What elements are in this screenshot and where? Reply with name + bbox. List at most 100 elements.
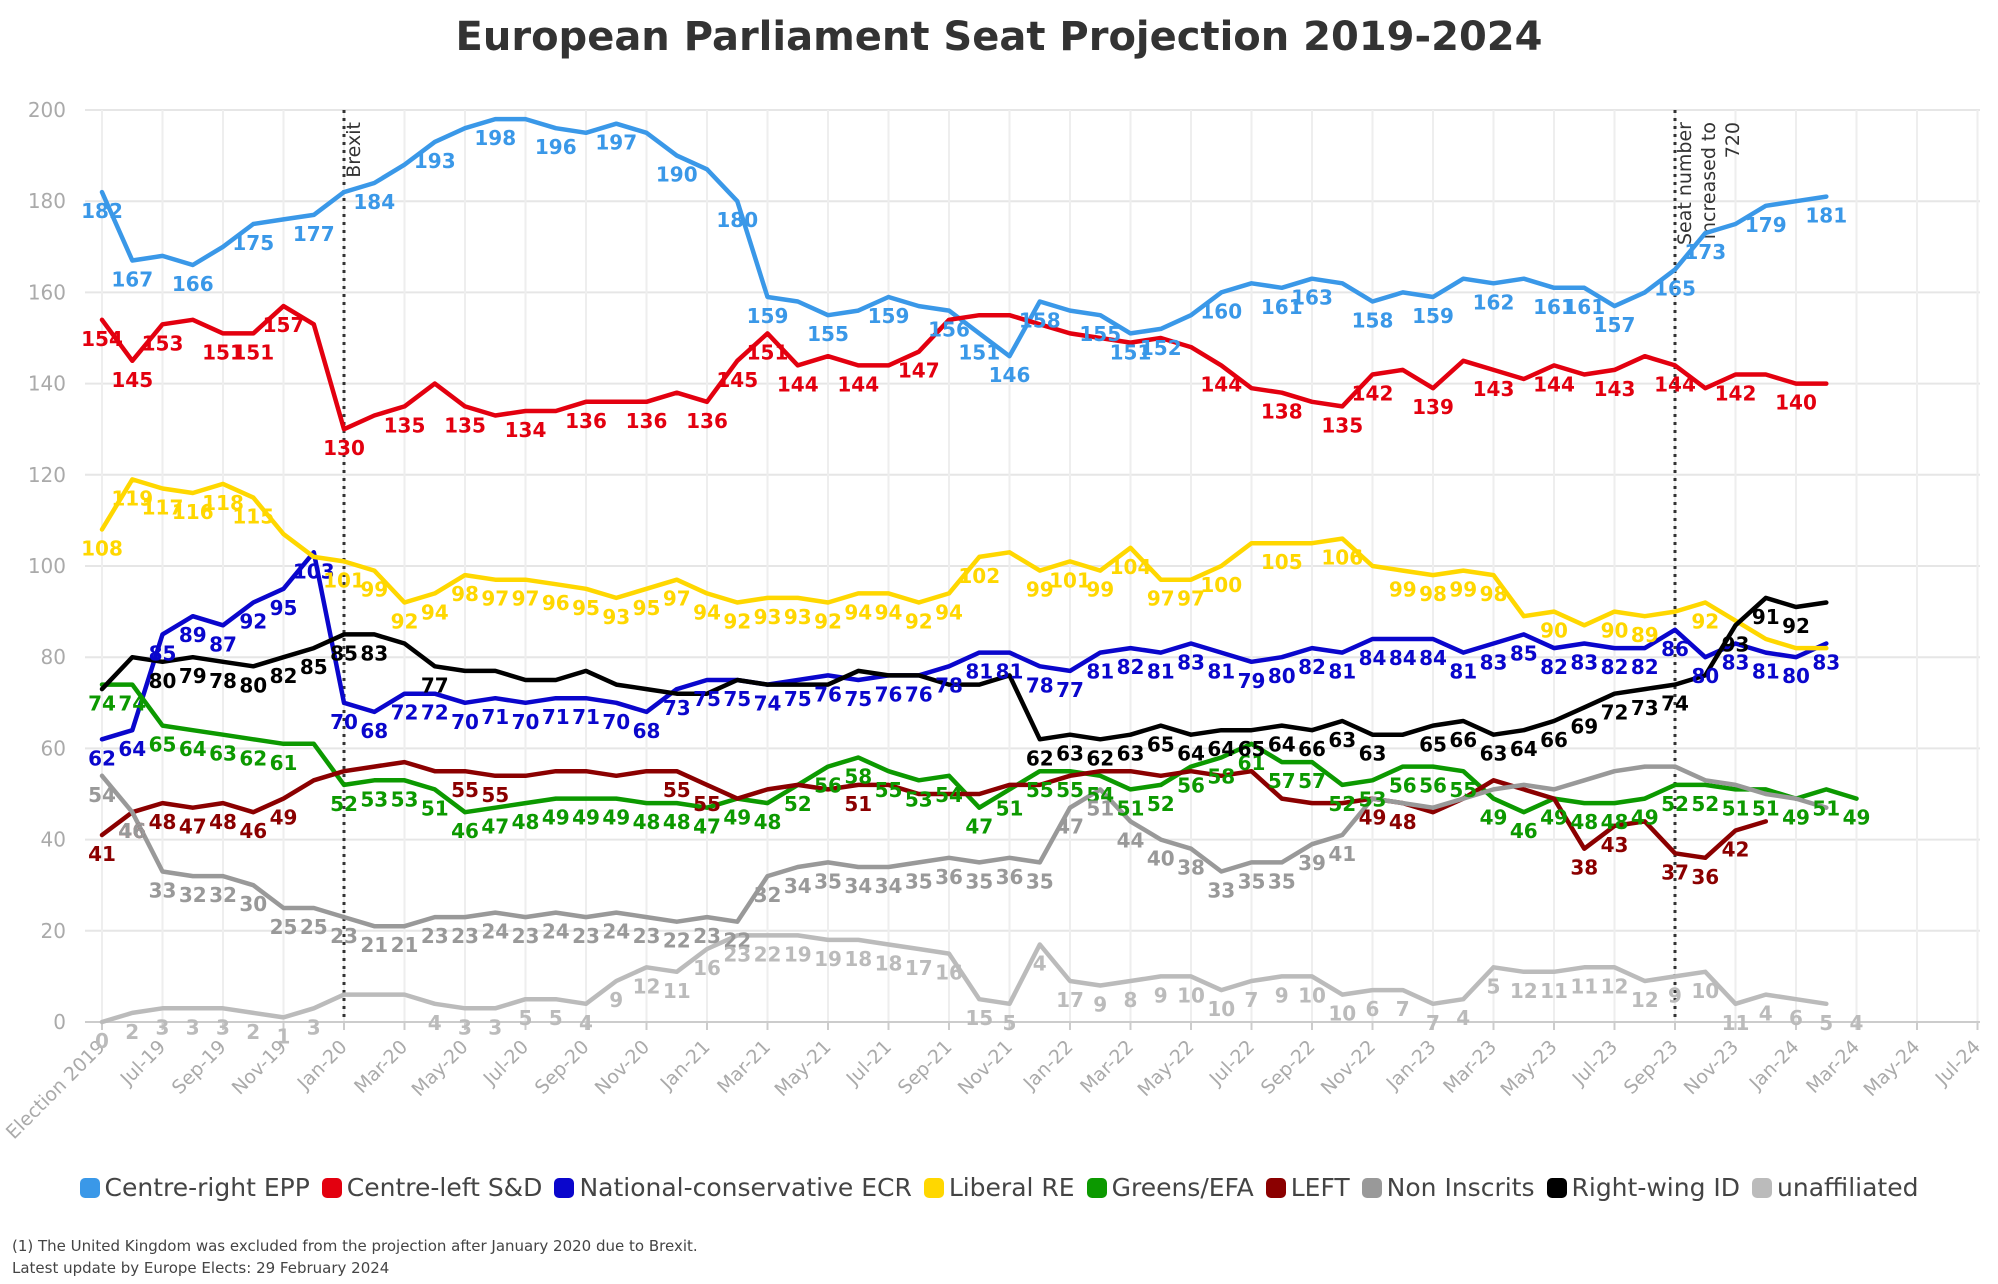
data-label: 32 bbox=[754, 883, 782, 907]
data-label: 139 bbox=[1412, 395, 1454, 419]
data-label: 72 bbox=[421, 701, 449, 725]
data-label: 53 bbox=[391, 787, 419, 811]
data-label: 159 bbox=[747, 304, 789, 328]
data-label: 55 bbox=[1449, 778, 1477, 802]
data-label: 47 bbox=[965, 815, 993, 839]
data-label: 11 bbox=[1540, 979, 1568, 1003]
data-label: 93 bbox=[754, 605, 782, 629]
data-label: 25 bbox=[270, 915, 298, 939]
data-label: 75 bbox=[844, 687, 872, 711]
data-label: 9 bbox=[609, 988, 623, 1012]
x-tick-label: Mar-23 bbox=[1439, 1036, 1501, 1098]
data-label: 49 bbox=[1631, 806, 1659, 830]
series-line-national-conservative-ecr bbox=[99, 550, 1829, 742]
data-label: 82 bbox=[1540, 655, 1568, 679]
legend-label: Non Inscrits bbox=[1386, 1173, 1535, 1202]
data-label: 84 bbox=[1389, 646, 1417, 670]
x-tick-label: Jul-24 bbox=[1931, 1036, 1985, 1090]
data-label: 2 bbox=[246, 1020, 260, 1044]
data-label: 23 bbox=[633, 924, 661, 948]
data-label: 82 bbox=[1631, 655, 1659, 679]
data-label: 71 bbox=[481, 705, 509, 729]
data-label: 80 bbox=[1782, 664, 1810, 688]
data-label: 46 bbox=[118, 819, 146, 843]
data-label: 48 bbox=[663, 810, 691, 834]
data-label: 23 bbox=[572, 924, 600, 948]
data-label: 66 bbox=[1540, 728, 1568, 752]
data-label: 89 bbox=[1631, 623, 1659, 647]
data-label: 73 bbox=[1631, 696, 1659, 720]
data-label: 48 bbox=[512, 810, 540, 834]
footnotes: (1) The United Kingdom was excluded from… bbox=[12, 1235, 698, 1279]
data-label: 173 bbox=[1684, 240, 1726, 264]
data-label: 145 bbox=[716, 368, 758, 392]
legend-label: unaffiliated bbox=[1777, 1173, 1919, 1202]
data-label: 96 bbox=[542, 591, 570, 615]
legend: Centre-right EPP Centre-left S&D National-… bbox=[0, 1173, 1998, 1202]
data-label: 40 bbox=[1147, 847, 1175, 871]
data-label: 51 bbox=[844, 792, 872, 816]
legend-swatch bbox=[1086, 1178, 1107, 1198]
data-label: 5 bbox=[519, 1006, 533, 1030]
data-label: 52 bbox=[330, 792, 358, 816]
legend-item: Non Inscrits bbox=[1361, 1173, 1535, 1202]
legend-label: Right-wing ID bbox=[1571, 1173, 1741, 1202]
data-label: 80 bbox=[149, 669, 177, 693]
data-label: 9 bbox=[1093, 993, 1107, 1017]
data-label: 142 bbox=[1715, 381, 1757, 405]
series-line-liberal-re bbox=[99, 477, 1829, 651]
data-label: 35 bbox=[1268, 869, 1296, 893]
x-tick-label: May-22 bbox=[1133, 1036, 1198, 1101]
data-label: 70 bbox=[451, 710, 479, 734]
chart-title: European Parliament Seat Projection 2019… bbox=[455, 14, 1543, 60]
data-label: 159 bbox=[1412, 304, 1454, 328]
data-label: 57 bbox=[1268, 769, 1296, 793]
data-label: 80 bbox=[239, 673, 267, 697]
data-label: 4 bbox=[428, 1011, 442, 1035]
data-label: 93 bbox=[784, 605, 812, 629]
data-label: 10 bbox=[1691, 979, 1719, 1003]
data-label: 64 bbox=[179, 737, 207, 761]
data-label: 44 bbox=[1117, 828, 1145, 852]
data-label: 91 bbox=[1752, 605, 1780, 629]
data-label: 95 bbox=[633, 596, 661, 620]
data-label: 12 bbox=[1510, 979, 1538, 1003]
data-label: 158 bbox=[1019, 309, 1061, 333]
data-label: 49 bbox=[542, 806, 570, 830]
data-label: 10 bbox=[1177, 983, 1205, 1007]
data-label: 25 bbox=[300, 915, 328, 939]
data-label: 41 bbox=[1328, 842, 1356, 866]
data-label: 79 bbox=[179, 664, 207, 688]
legend-item: LEFT bbox=[1265, 1173, 1350, 1202]
data-label: 138 bbox=[1261, 400, 1303, 424]
data-label: 65 bbox=[1238, 737, 1266, 761]
data-label: 77 bbox=[421, 673, 449, 697]
x-tick-label: Jan-24 bbox=[1745, 1036, 1804, 1095]
x-tick-label: Mar-22 bbox=[1076, 1036, 1138, 1098]
data-label: 62 bbox=[1026, 746, 1054, 770]
data-label: 52 bbox=[1147, 792, 1175, 816]
data-label: 9 bbox=[1154, 983, 1168, 1007]
data-label: 82 bbox=[270, 664, 298, 688]
data-label: 85 bbox=[300, 655, 328, 679]
data-label: 23 bbox=[421, 924, 449, 948]
legend-swatch bbox=[554, 1178, 575, 1198]
data-label: 49 bbox=[1480, 806, 1508, 830]
data-label: 76 bbox=[814, 682, 842, 706]
data-label: 49 bbox=[1782, 806, 1810, 830]
data-label: 147 bbox=[898, 359, 940, 383]
data-label: 41 bbox=[88, 842, 116, 866]
data-label: 21 bbox=[360, 933, 388, 957]
data-label: 157 bbox=[263, 313, 305, 337]
data-label: 190 bbox=[656, 163, 698, 187]
data-label: 47 bbox=[693, 815, 721, 839]
legend-swatch bbox=[1752, 1178, 1773, 1198]
data-label: 65 bbox=[1147, 733, 1175, 757]
data-label: 144 bbox=[1533, 372, 1575, 396]
data-label: 78 bbox=[209, 669, 237, 693]
data-label: 22 bbox=[723, 929, 751, 953]
data-label: 95 bbox=[572, 596, 600, 620]
data-label: 145 bbox=[111, 368, 153, 392]
data-label: 18 bbox=[875, 951, 903, 975]
legend-item: Greens/EFA bbox=[1086, 1173, 1254, 1202]
